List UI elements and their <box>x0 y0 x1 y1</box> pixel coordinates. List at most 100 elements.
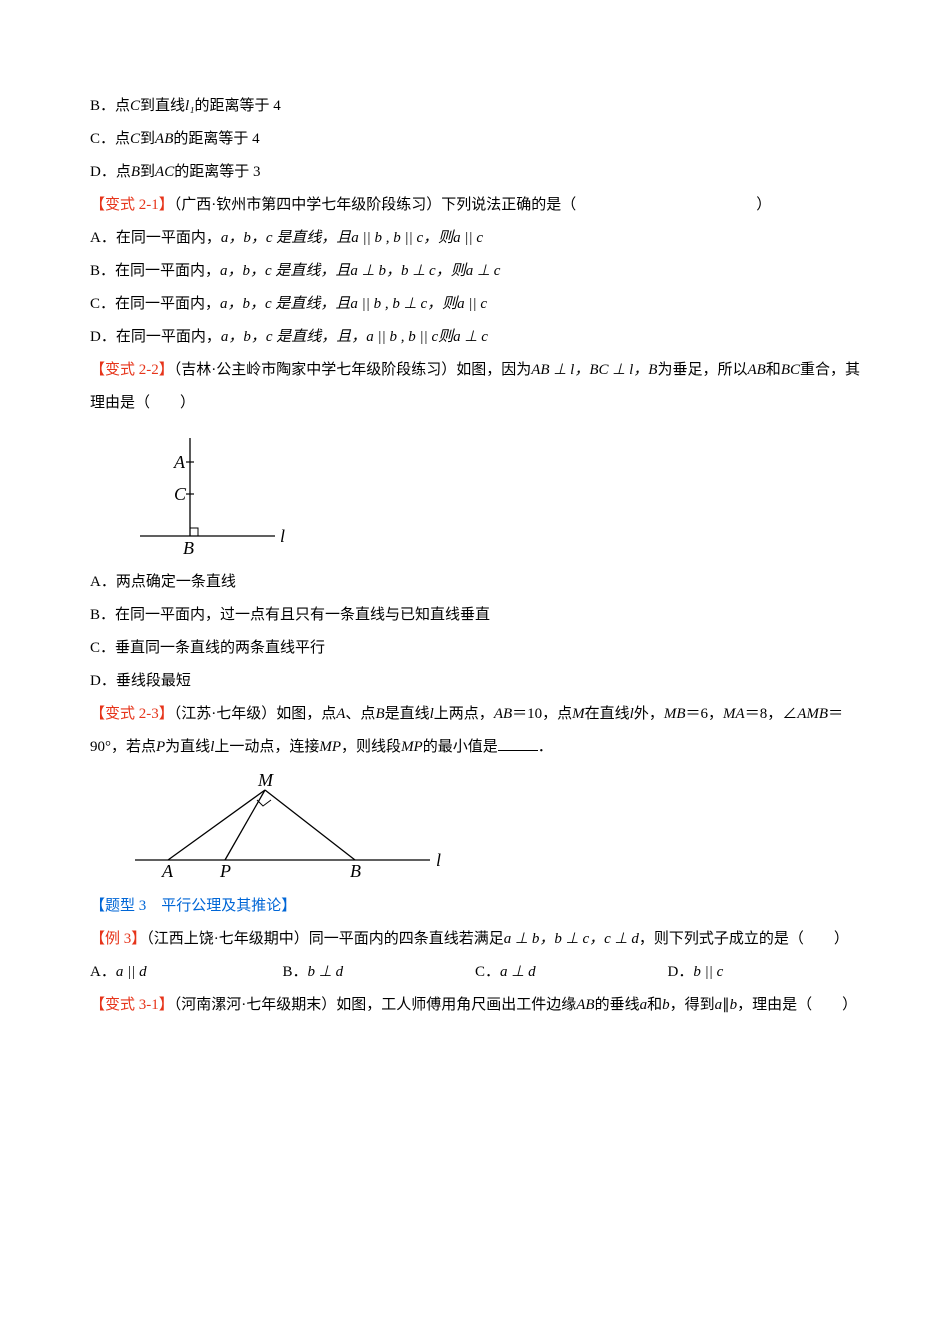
variant-2-1-tag: 【变式 2-1】 <box>90 197 174 213</box>
v23-end: ． <box>538 739 553 755</box>
variant-2-2-bc: BC <box>781 362 800 378</box>
variant-3-1-src: （河南漯河·七年级期末）如图，工人师傅用角尺画出工件边缘 <box>174 997 577 1013</box>
v23-MP2: MP <box>401 739 423 755</box>
opt-D-var: B <box>131 164 140 180</box>
svg-text:P: P <box>219 861 231 881</box>
variant-2-3-src: （江苏·七年级）如图，点 <box>174 706 337 722</box>
topic-3-text: 【题型 3 平行公理及其推论】 <box>90 898 296 914</box>
v23-MP: MP <box>319 739 341 755</box>
variant-2-2-he: 和 <box>766 362 781 378</box>
v21-C-math: a，b，c 是直线，且a || b , b ⊥ c，则a || c <box>220 296 487 312</box>
svg-text:C: C <box>174 484 187 504</box>
variant-2-2-ab: AB <box>747 362 765 378</box>
v31-a: a <box>640 997 648 1013</box>
svg-text:l: l <box>436 850 441 870</box>
figure-2-3: A P B M l <box>130 772 860 882</box>
v21-opt-A: A．在同一平面内，a，b，c 是直线，且a || b , b || c，则a |… <box>90 222 860 255</box>
svg-text:A: A <box>161 861 174 881</box>
opt-D-seg: AC <box>155 164 174 180</box>
v21-B-math: a，b，c 是直线，且a ⊥ b，b ⊥ c，则a ⊥ c <box>220 263 500 279</box>
v23-MA: MA <box>723 706 745 722</box>
v22-opt-A: A．两点确定一条直线 <box>90 566 860 599</box>
prev-option-D: D．点B到AC的距离等于 3 <box>90 156 860 189</box>
v31-b: b <box>662 997 670 1013</box>
v31-t2: 和 <box>647 997 662 1013</box>
prev-option-B: B．点C到直线l₁的距离等于 4 <box>90 90 860 123</box>
variant-2-2-cond: AB ⊥ l，BC ⊥ l，B <box>531 362 657 378</box>
figure-2-2-svg: A C B l <box>130 428 300 558</box>
variant-2-3-stem: 【变式 2-3】（江苏·七年级）如图，点A、点B是直线l上两点，AB＝10，点M… <box>90 698 860 764</box>
v23-t5: 外， <box>634 706 664 722</box>
example-3-src: （江西上饶·七年级期中）同一平面内的四条直线若满足 <box>146 931 504 947</box>
opt-D-prefix: D．点 <box>90 164 131 180</box>
opt-C-prefix: C．点 <box>90 131 130 147</box>
v31-a2: a <box>715 997 723 1013</box>
v21-C-prefix: C．在同一平面内， <box>90 296 220 312</box>
v23-eq2: ＝6， <box>686 706 724 722</box>
v23-t1: 、点 <box>345 706 375 722</box>
opt-C-mid: 到 <box>140 131 155 147</box>
example-3-tail: ，则下列式子成立的是（ ） <box>639 931 849 947</box>
example-3-cond: a ⊥ b，b ⊥ c，c ⊥ d <box>504 931 639 947</box>
variant-2-2-tail: 为垂足，所以 <box>657 362 747 378</box>
opt-C-p3: 的距离等于 4 <box>173 131 259 147</box>
variant-2-1-end: ） <box>756 197 771 213</box>
e3-opt-D: D．b || c <box>668 956 861 989</box>
v23-t3: 上两点， <box>434 706 494 722</box>
v21-B-prefix: B．在同一平面内， <box>90 263 220 279</box>
v23-t9: 的最小值是 <box>423 739 498 755</box>
v21-D-math: a，b，c 是直线，且，a || b , b || c则a ⊥ c <box>221 329 488 345</box>
v31-t1: 的垂线 <box>595 997 640 1013</box>
v23-eq1: ＝10，点 <box>512 706 572 722</box>
variant-2-3-tag: 【变式 2-3】 <box>90 706 174 722</box>
v23-t7: 上一动点，连接 <box>214 739 319 755</box>
e3-opt-C: C．a ⊥ d <box>475 956 668 989</box>
figure-2-2: A C B l <box>130 428 860 558</box>
v23-eq3: ＝8，∠ <box>745 706 798 722</box>
e3-opt-B: B．b ⊥ d <box>283 956 476 989</box>
opt-B-p2: 到直线 <box>140 98 185 114</box>
e3-opt-A: A．a || d <box>90 956 283 989</box>
svg-text:B: B <box>183 538 194 558</box>
v31-b2: b <box>730 997 738 1013</box>
variant-3-1-tag: 【变式 3-1】 <box>90 997 174 1013</box>
prev-option-C: C．点C到AB的距离等于 4 <box>90 123 860 156</box>
opt-B-prefix: B．点 <box>90 98 130 114</box>
v31-AB: AB <box>576 997 594 1013</box>
v21-opt-B: B．在同一平面内，a，b，c 是直线，且a ⊥ b，b ⊥ c，则a ⊥ c <box>90 255 860 288</box>
opt-D-p3: 的距离等于 3 <box>174 164 260 180</box>
variant-3-1-stem: 【变式 3-1】（河南漯河·七年级期末）如图，工人师傅用角尺画出工件边缘AB的垂… <box>90 989 860 1022</box>
v23-MB: MB <box>664 706 686 722</box>
opt-B-var: C <box>130 98 140 114</box>
v21-D-prefix: D．在同一平面内， <box>90 329 221 345</box>
v23-t2: 是直线 <box>385 706 430 722</box>
v23-AMB: AMB <box>797 706 828 722</box>
example-3-tag: 【例 3】 <box>90 931 146 947</box>
v23-t4: 在直线 <box>585 706 630 722</box>
v31-t4: ，理由是（ ） <box>737 997 857 1013</box>
v21-opt-C: C．在同一平面内，a，b，c 是直线，且a || b , b ⊥ c，则a ||… <box>90 288 860 321</box>
v31-par: ∥ <box>722 997 730 1013</box>
svg-text:M: M <box>257 772 274 790</box>
variant-2-2-tag: 【变式 2-2】 <box>90 362 174 378</box>
v23-AB: AB <box>494 706 512 722</box>
example-3-stem: 【例 3】（江西上饶·七年级期中）同一平面内的四条直线若满足a ⊥ b，b ⊥ … <box>90 923 860 956</box>
svg-text:B: B <box>350 861 361 881</box>
v22-opt-B: B．在同一平面内，过一点有且只有一条直线与已知直线垂直 <box>90 599 860 632</box>
opt-B-p3: 的距离等于 4 <box>194 98 280 114</box>
v31-t3: ，得到 <box>670 997 715 1013</box>
v23-P: P <box>156 739 165 755</box>
opt-C-seg: AB <box>155 131 173 147</box>
variant-2-2-stem: 【变式 2-2】（吉林·公主岭市陶家中学七年级阶段练习）如图，因为AB ⊥ l，… <box>90 354 860 420</box>
v21-A-math: a，b，c 是直线，且a || b , b || c，则a || c <box>221 230 483 246</box>
v23-blank <box>498 750 538 751</box>
svg-text:A: A <box>173 452 186 472</box>
v21-A-prefix: A．在同一平面内， <box>90 230 221 246</box>
example-3-options: A．a || d B．b ⊥ d C．a ⊥ d D．b || c <box>90 956 860 989</box>
variant-2-2-src: （吉林·公主岭市陶家中学七年级阶段练习）如图，因为 <box>174 362 532 378</box>
v23-M: M <box>572 706 585 722</box>
figure-2-3-svg: A P B M l <box>130 772 450 882</box>
v22-opt-D: D．垂线段最短 <box>90 665 860 698</box>
variant-2-1-stem: 【变式 2-1】（广西·钦州市第四中学七年级阶段练习）下列说法正确的是（ ） <box>90 189 860 222</box>
variant-2-1-body: （广西·钦州市第四中学七年级阶段练习）下列说法正确的是（ <box>174 197 577 213</box>
